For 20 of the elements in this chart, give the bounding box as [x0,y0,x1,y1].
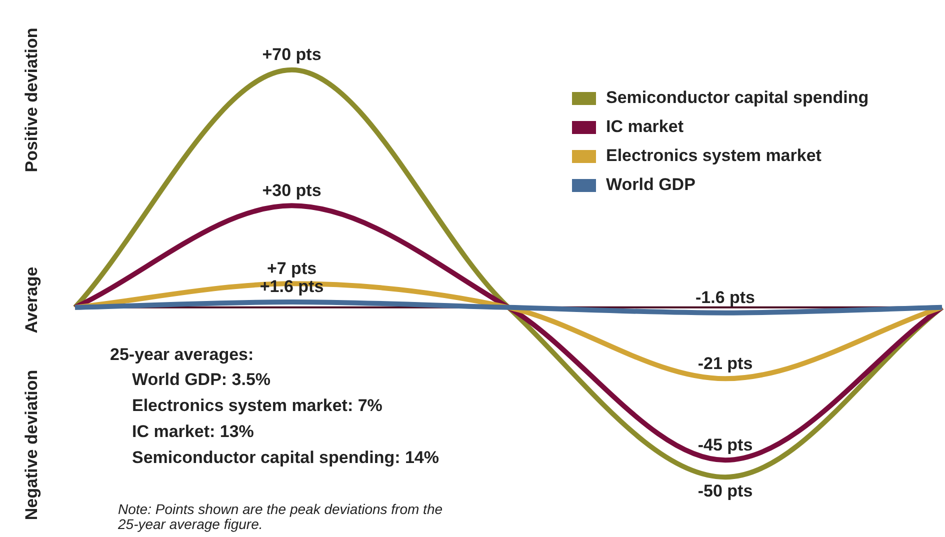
legend-label: IC market [606,117,684,137]
annotation: World GDP: 3.5% [132,370,271,390]
data-label: -45 pts [698,435,753,454]
legend-label: Semiconductor capital spending [606,88,869,108]
data-label: +30 pts [262,180,322,200]
annotation: 25-year averages: [110,345,254,365]
data-label: -1.6 pts [695,288,756,308]
text: Negative deviation [22,370,42,520]
text: Positive deviation [22,28,42,172]
legend-label: Electronics system market [606,146,822,166]
data-label: +70 pts [262,45,322,64]
data-label: -21 pts [698,354,753,373]
annotation: IC market: 13% [132,422,254,442]
text: Average [22,266,42,334]
data-label: +7 pts [266,258,317,278]
data-label: -50 pts [698,481,753,500]
annotation: Electronics system market: 7% [132,396,382,416]
legend-label: World GDP [606,175,696,195]
text: Note: Points shown are the peak deviations from the 25-year average figure. [118,501,444,532]
annotation: Semiconductor capital spending: 14% [132,448,440,468]
